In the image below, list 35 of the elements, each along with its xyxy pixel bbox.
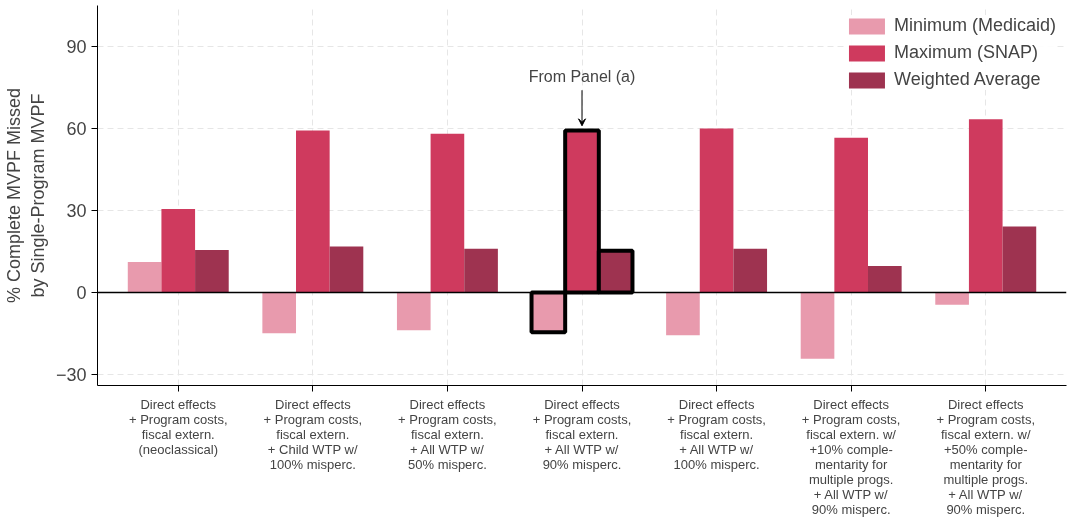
bar bbox=[161, 208, 196, 293]
bar bbox=[699, 128, 734, 293]
bar bbox=[464, 248, 498, 293]
bar bbox=[834, 137, 868, 293]
x-tick-label: Direct effects + Program costs, fiscal extern. + All WTP w/ 100% misperc. bbox=[667, 396, 766, 472]
legend-label: Minimum (Medicaid) bbox=[893, 15, 1056, 36]
x-tick-label: Direct effects + Program costs, fiscal extern. + Child WTP w/ 100% misperc. bbox=[263, 396, 363, 472]
x-tick-label: Direct effects + Program costs, fiscal extern. w/ +50% comple- mentarity for multiple progs. + All WTP w/ 90% misperc. bbox=[936, 396, 1036, 517]
x-tick-label: Direct effects + Program costs, fiscal extern. + All WTP w/ 90% misperc. bbox=[532, 396, 632, 472]
legend-label: Weighted Average bbox=[893, 69, 1041, 90]
bar bbox=[666, 292, 700, 336]
x-tick-label: Direct effects + Program costs, fiscal extern. w/ +10% comple- mentarity for multiple progs. + All WTP w/ 90% misperc. bbox=[801, 396, 901, 517]
y-axis-title: % Complete MVPF Missed by Single-Program MVPF bbox=[3, 87, 48, 304]
y-tick-label: −30 bbox=[55, 365, 87, 386]
y-tick-label: 60 bbox=[66, 119, 87, 140]
bar bbox=[800, 292, 835, 359]
bar bbox=[733, 248, 768, 293]
bar bbox=[1002, 226, 1037, 293]
bar bbox=[396, 292, 431, 331]
x-tick-label: Direct effects + Program costs, fiscal extern. (neoclassical) bbox=[128, 396, 228, 457]
bar bbox=[968, 119, 1003, 293]
y-tick-label: 0 bbox=[76, 283, 87, 304]
y-tick-label: 90 bbox=[66, 37, 87, 58]
x-tick-label: Direct effects + Program costs, fiscal extern. + All WTP w/ 50% misperc. bbox=[398, 396, 497, 472]
bar bbox=[935, 292, 969, 305]
bar bbox=[262, 292, 297, 334]
y-tick-label: 30 bbox=[66, 201, 87, 222]
bar bbox=[296, 130, 330, 293]
bar bbox=[329, 246, 364, 293]
bar bbox=[867, 266, 902, 293]
bar bbox=[430, 133, 465, 293]
annotation: From Panel (a) bbox=[528, 67, 636, 85]
bar bbox=[127, 261, 162, 293]
legend-label: Maximum (SNAP) bbox=[893, 42, 1038, 63]
bar bbox=[195, 249, 229, 293]
